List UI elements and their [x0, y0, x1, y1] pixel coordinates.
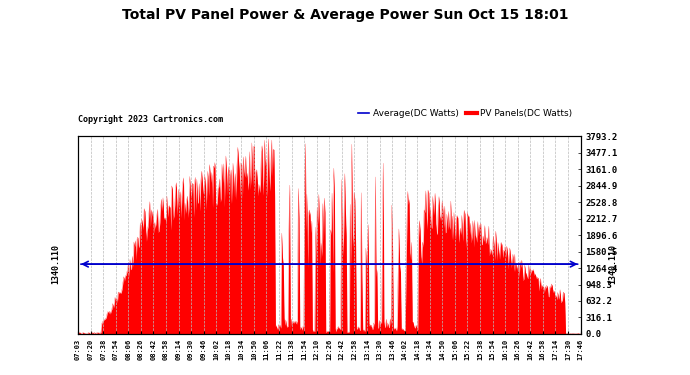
- Text: 1340.110: 1340.110: [609, 244, 618, 284]
- Legend: Average(DC Watts), PV Panels(DC Watts): Average(DC Watts), PV Panels(DC Watts): [355, 105, 576, 122]
- Text: Copyright 2023 Cartronics.com: Copyright 2023 Cartronics.com: [78, 115, 223, 124]
- Text: Total PV Panel Power & Average Power Sun Oct 15 18:01: Total PV Panel Power & Average Power Sun…: [121, 8, 569, 21]
- Text: 1340.110: 1340.110: [51, 244, 60, 284]
